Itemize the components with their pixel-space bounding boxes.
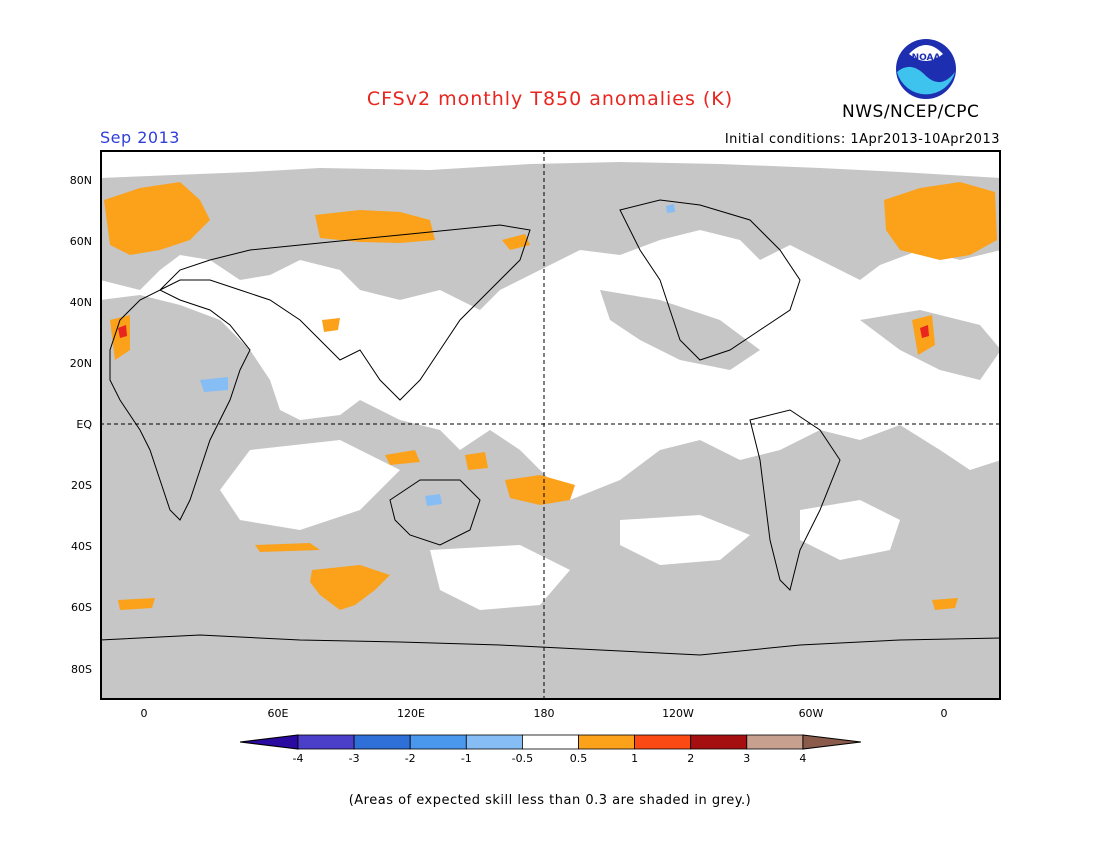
colorbar-segment	[690, 734, 748, 750]
colorbar-segment	[578, 734, 635, 750]
lon-label: 60E	[267, 707, 289, 720]
negative-anomaly-patches	[200, 204, 675, 506]
agency-label: NWS/NCEP/CPC	[842, 102, 980, 122]
colorbar-tick-label: -4	[292, 752, 304, 765]
lat-label: 80S	[71, 663, 92, 676]
colorbar-segment	[521, 734, 579, 750]
colorbar-tick-label: -3	[348, 752, 360, 765]
lat-label: 40S	[71, 540, 92, 553]
chart-title: CFSv2 monthly T850 anomalies (K)	[366, 88, 734, 110]
colorbar-segment	[465, 734, 523, 750]
lat-label: 80N	[69, 174, 92, 187]
colorbar-tick-label: 0.5	[569, 752, 588, 765]
colorbar-segment	[746, 734, 804, 750]
lat-label: 40N	[69, 296, 92, 309]
lon-label: 180	[533, 707, 555, 720]
lon-label: 120W	[662, 707, 694, 720]
near-normal-areas	[220, 340, 900, 610]
colorbar-tick-label: 2	[687, 752, 695, 765]
forecast-period: Sep 2013	[100, 128, 180, 147]
lon-label: 120E	[397, 707, 425, 720]
colorbar-tick-label: -0.5	[511, 752, 534, 765]
strong-positive-patches	[118, 325, 929, 338]
colorbar	[240, 734, 861, 750]
lat-label: EQ	[76, 418, 92, 431]
colorbar-tick-label: 1	[631, 752, 639, 765]
lat-label: 20S	[71, 479, 92, 492]
footnote: (Areas of expected skill less than 0.3 a…	[348, 793, 752, 808]
initial-conditions: Initial conditions: 1Apr2013-10Apr2013	[724, 132, 1000, 147]
colorbar-segments	[240, 734, 861, 750]
svg-text:NOAA: NOAA	[912, 53, 941, 63]
colorbar-segment	[409, 734, 467, 750]
lon-label: 60W	[798, 707, 824, 720]
noaa-logo-icon: NOAA	[896, 39, 956, 99]
positive-anomaly-patches	[104, 182, 997, 610]
anomaly-map	[100, 150, 1001, 700]
colorbar-arrow-high	[802, 734, 861, 750]
lat-label: 20N	[69, 357, 92, 370]
colorbar-tick-label: -1	[460, 752, 472, 765]
map-frame	[100, 150, 1001, 700]
colorbar-segment	[634, 734, 692, 750]
lon-label: 0	[940, 707, 948, 720]
coastlines	[100, 199, 1001, 656]
colorbar-segment	[353, 734, 411, 750]
colorbar-tick-label: 4	[799, 752, 807, 765]
colorbar-segment	[297, 734, 355, 750]
lat-label: 60S	[71, 601, 92, 614]
colorbar-tick-label: -2	[404, 752, 416, 765]
colorbar-arrow-low	[240, 734, 299, 750]
colorbar-tick-label: 3	[743, 752, 751, 765]
lat-label: 60N	[69, 235, 92, 248]
lon-label: 0	[140, 707, 148, 720]
